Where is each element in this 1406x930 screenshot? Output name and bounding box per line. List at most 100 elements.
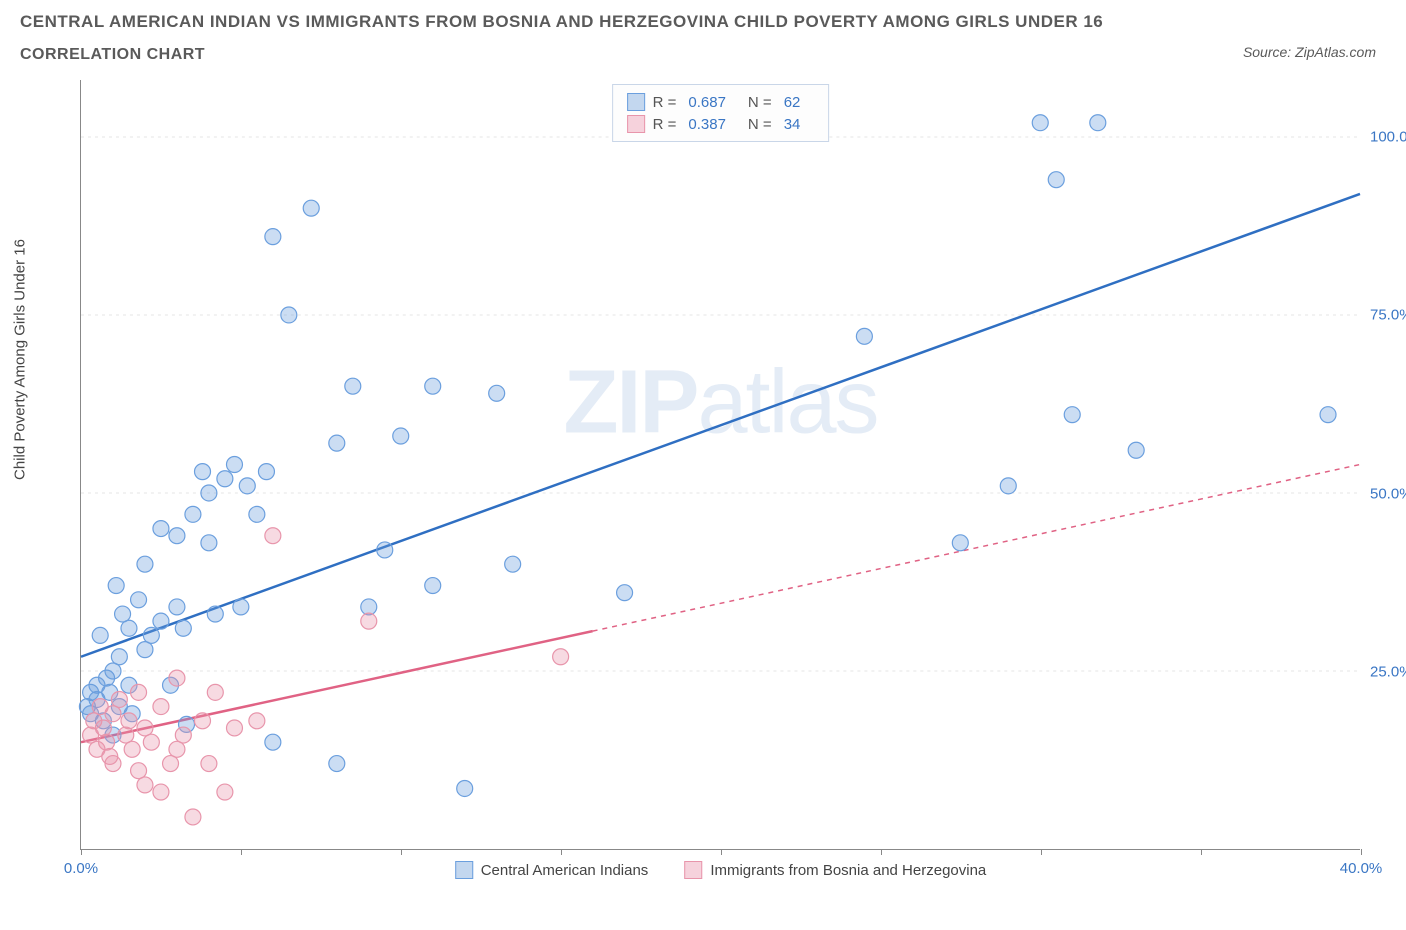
- data-point-series-0: [856, 328, 872, 344]
- data-point-series-0: [175, 620, 191, 636]
- legend-series-swatch-1: [684, 861, 702, 879]
- data-point-series-0: [1128, 442, 1144, 458]
- chart-container: Child Poverty Among Girls Under 16 ZIPat…: [30, 80, 1380, 880]
- x-tick: [561, 849, 562, 855]
- data-point-series-0: [207, 606, 223, 622]
- data-point-series-0: [153, 521, 169, 537]
- legend-r-label-0: R =: [653, 94, 677, 111]
- legend-series: Central American Indians Immigrants from…: [455, 861, 987, 879]
- x-tick: [1361, 849, 1362, 855]
- legend-series-item-0: Central American Indians: [455, 861, 649, 879]
- data-point-series-0: [489, 385, 505, 401]
- data-point-series-0: [226, 457, 242, 473]
- data-point-series-1: [226, 720, 242, 736]
- source-attribution: Source: ZipAtlas.com: [1243, 44, 1376, 60]
- data-point-series-1: [361, 613, 377, 629]
- data-point-series-0: [217, 471, 233, 487]
- data-point-series-0: [393, 428, 409, 444]
- legend-stats-row-0: R = 0.687 N = 62: [627, 91, 815, 113]
- data-point-series-0: [233, 599, 249, 615]
- y-axis-label: Child Poverty Among Girls Under 16: [12, 239, 29, 480]
- data-point-series-0: [1032, 115, 1048, 131]
- data-point-series-0: [1064, 407, 1080, 423]
- data-point-series-1: [175, 727, 191, 743]
- data-point-series-0: [345, 378, 361, 394]
- legend-series-label-0: Central American Indians: [481, 862, 649, 879]
- data-point-series-0: [185, 506, 201, 522]
- data-point-series-1: [105, 756, 121, 772]
- data-point-series-1: [153, 699, 169, 715]
- data-point-series-0: [1000, 478, 1016, 494]
- legend-n-value-0: 62: [784, 94, 801, 111]
- legend-series-label-1: Immigrants from Bosnia and Herzegovina: [710, 862, 986, 879]
- chart-title-line1: CENTRAL AMERICAN INDIAN VS IMMIGRANTS FR…: [20, 12, 1386, 32]
- trend-line-dashed-series-1: [593, 465, 1360, 632]
- data-point-series-0: [329, 756, 345, 772]
- legend-n-value-1: 34: [784, 116, 801, 133]
- data-point-series-1: [143, 734, 159, 750]
- data-point-series-0: [143, 627, 159, 643]
- data-point-series-0: [115, 606, 131, 622]
- data-point-series-0: [505, 556, 521, 572]
- data-point-series-0: [457, 780, 473, 796]
- data-point-series-1: [201, 756, 217, 772]
- legend-n-label-1: N =: [748, 116, 772, 133]
- legend-r-value-1: 0.387: [688, 116, 726, 133]
- data-point-series-1: [163, 756, 179, 772]
- plot-area: ZIPatlas 25.0%50.0%75.0%100.0% 0.0%40.0%…: [80, 80, 1360, 850]
- data-point-series-0: [137, 642, 153, 658]
- plot-svg: [81, 80, 1360, 849]
- data-point-series-0: [425, 578, 441, 594]
- data-point-series-1: [99, 734, 115, 750]
- data-point-series-1: [553, 649, 569, 665]
- data-point-series-0: [153, 613, 169, 629]
- data-point-series-1: [124, 741, 140, 757]
- legend-stats: R = 0.687 N = 62 R = 0.387 N = 34: [612, 84, 830, 142]
- x-tick-label: 0.0%: [64, 860, 98, 877]
- y-tick-label: 25.0%: [1370, 663, 1406, 680]
- legend-series-swatch-0: [455, 861, 473, 879]
- data-point-series-1: [217, 784, 233, 800]
- data-point-series-1: [131, 684, 147, 700]
- x-tick: [401, 849, 402, 855]
- data-point-series-0: [303, 200, 319, 216]
- data-point-series-0: [329, 435, 345, 451]
- x-tick: [241, 849, 242, 855]
- legend-stats-row-1: R = 0.387 N = 34: [627, 113, 815, 135]
- data-point-series-1: [265, 528, 281, 544]
- data-point-series-1: [137, 720, 153, 736]
- data-point-series-1: [153, 784, 169, 800]
- data-point-series-0: [258, 464, 274, 480]
- data-point-series-0: [92, 627, 108, 643]
- data-point-series-1: [131, 763, 147, 779]
- data-point-series-0: [195, 464, 211, 480]
- data-point-series-1: [111, 691, 127, 707]
- data-point-series-0: [137, 556, 153, 572]
- data-point-series-0: [617, 585, 633, 601]
- chart-title-line2: CORRELATION CHART: [20, 46, 1386, 64]
- data-point-series-0: [377, 542, 393, 558]
- data-point-series-0: [105, 663, 121, 679]
- data-point-series-0: [1090, 115, 1106, 131]
- data-point-series-0: [281, 307, 297, 323]
- data-point-series-0: [131, 592, 147, 608]
- data-point-series-0: [1320, 407, 1336, 423]
- data-point-series-1: [121, 713, 137, 729]
- y-tick-label: 50.0%: [1370, 485, 1406, 502]
- data-point-series-0: [239, 478, 255, 494]
- legend-swatch-1: [627, 115, 645, 133]
- data-point-series-0: [201, 485, 217, 501]
- data-point-series-1: [207, 684, 223, 700]
- data-point-series-1: [137, 777, 153, 793]
- data-point-series-1: [249, 713, 265, 729]
- trend-line-series-1: [81, 631, 593, 742]
- legend-n-label-0: N =: [748, 94, 772, 111]
- data-point-series-0: [108, 578, 124, 594]
- data-point-series-1: [169, 670, 185, 686]
- y-tick-label: 75.0%: [1370, 307, 1406, 324]
- trend-line-series-0: [81, 194, 1360, 657]
- data-point-series-0: [169, 528, 185, 544]
- data-point-series-1: [169, 741, 185, 757]
- legend-r-label-1: R =: [653, 116, 677, 133]
- data-point-series-0: [265, 734, 281, 750]
